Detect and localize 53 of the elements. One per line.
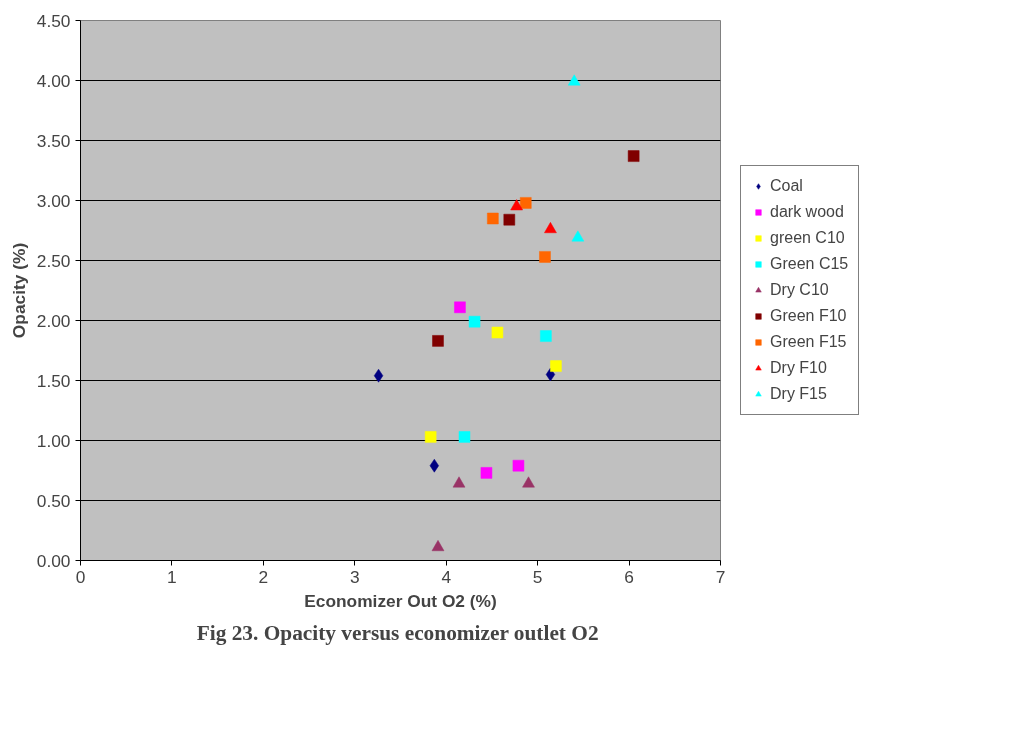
- x-tick-label: 3: [349, 566, 360, 587]
- point: [458, 431, 471, 443]
- point: [540, 330, 552, 342]
- x-tick-label: 0: [75, 566, 86, 587]
- point: [627, 150, 640, 162]
- y-tick-label: 4.50: [36, 10, 71, 31]
- x-tick-label: 5: [532, 566, 543, 587]
- point: [512, 459, 525, 472]
- point: [539, 251, 551, 263]
- point: [424, 431, 437, 443]
- point: [520, 197, 532, 209]
- point: [550, 360, 562, 372]
- x-tick-label: 7: [715, 566, 726, 587]
- y-tick-label: 3.00: [36, 190, 71, 211]
- y-tick-label: 2.50: [36, 250, 71, 271]
- y-tick-label: 0.50: [36, 490, 71, 511]
- legend-label: Green C15: [770, 255, 849, 273]
- x-tick-label: 1: [167, 566, 177, 587]
- point: [468, 315, 481, 328]
- legend-label: Green F15: [770, 333, 847, 351]
- y-tick-label: 2.00: [36, 310, 71, 331]
- x-tick-label: 2: [258, 566, 269, 587]
- point: [522, 476, 535, 488]
- legend-label: Dry C10: [770, 281, 829, 299]
- legend-label: Coal: [770, 177, 803, 195]
- point: [487, 212, 499, 225]
- point: [571, 230, 585, 242]
- legend-label: Dry F10: [770, 359, 827, 377]
- point: [431, 540, 445, 552]
- legend-label: Dry F15: [770, 385, 827, 403]
- point: [454, 301, 466, 314]
- point: [491, 326, 504, 339]
- x-axis-title: Economizer Out O2 (%): [304, 590, 497, 611]
- y-axis-title: Opacity (%): [8, 242, 29, 339]
- y-tick-label: 1.00: [36, 430, 71, 451]
- legend-label: dark wood: [770, 203, 844, 221]
- point: [432, 335, 444, 347]
- x-tick-label: 4: [441, 566, 452, 587]
- legend-label: green C10: [770, 229, 845, 247]
- point: [373, 368, 384, 383]
- point: [503, 213, 516, 226]
- y-tick-label: 0.00: [36, 550, 71, 571]
- y-tick-label: 3.50: [36, 130, 71, 151]
- point: [480, 467, 493, 479]
- caption: Fig 23. Opacity versus economizer outlet O2: [196, 620, 599, 645]
- point: [567, 74, 581, 86]
- y-tick-label: 4.00: [36, 70, 71, 91]
- point: [510, 199, 523, 211]
- y-tick-label: 1.50: [36, 370, 71, 391]
- x-tick-label: 6: [624, 566, 634, 587]
- point: [452, 476, 466, 488]
- point: [544, 222, 557, 234]
- legend-label: Green F10: [770, 307, 847, 325]
